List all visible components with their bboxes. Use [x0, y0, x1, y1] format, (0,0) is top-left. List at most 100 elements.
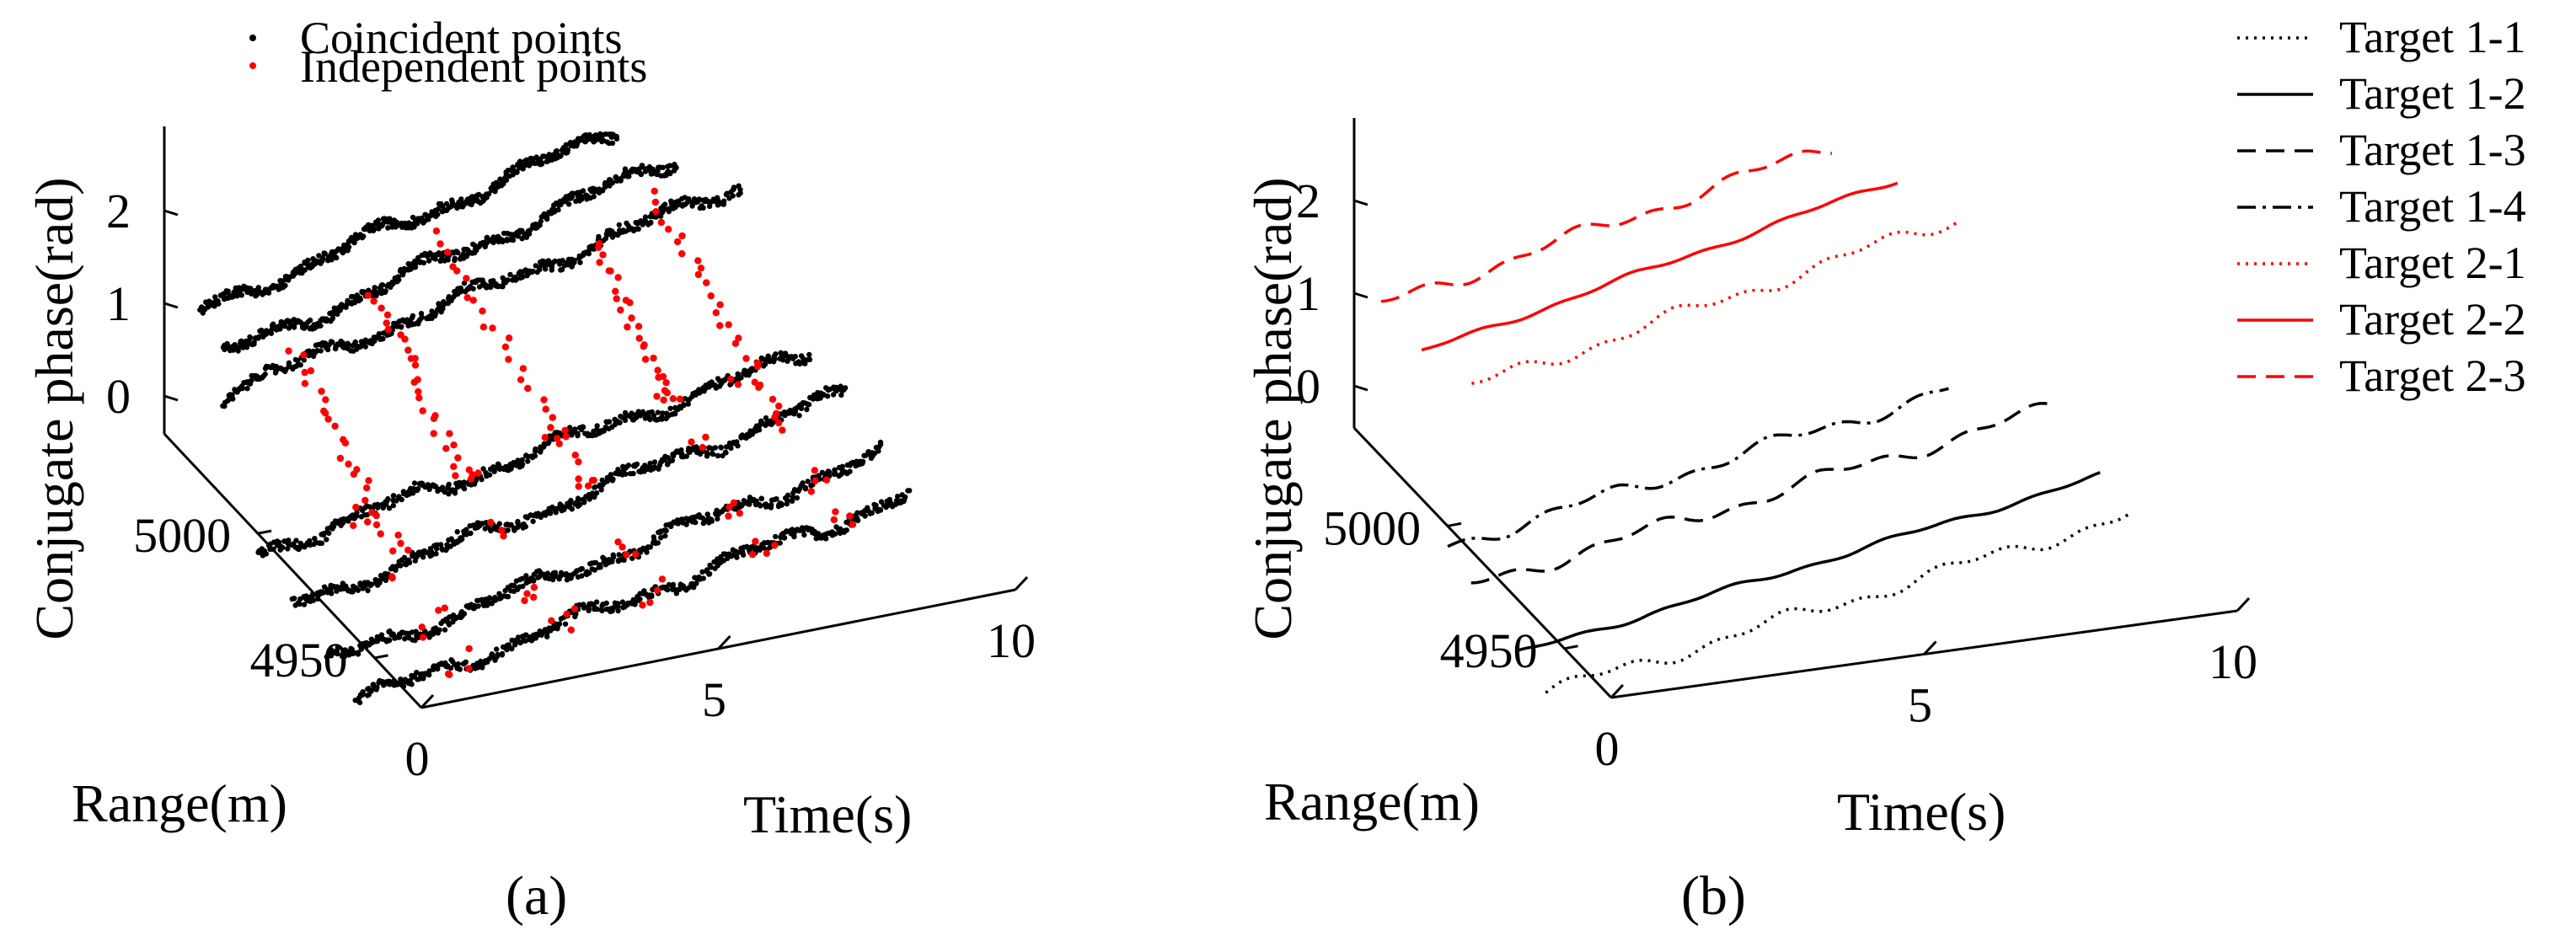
coincident-point: [460, 611, 467, 617]
coincident-point: [375, 503, 381, 510]
independent-point: [595, 240, 603, 248]
coincident-point: [349, 234, 355, 241]
independent-point: [301, 368, 308, 377]
independent-point: [505, 356, 512, 363]
coincident-point: [802, 486, 809, 492]
coincident-point: [413, 628, 419, 634]
coincident-point: [764, 539, 771, 546]
coincident-point: [426, 258, 432, 264]
z-tick-label: 0: [1296, 359, 1320, 414]
coincident-point: [461, 479, 467, 485]
coincident-point: [660, 164, 666, 170]
z-tick-label: 1: [106, 276, 131, 331]
z-tick-mark: [1353, 291, 1368, 299]
coincident-point: [319, 540, 325, 546]
z-tick-label: 1: [1296, 266, 1320, 321]
independent-point: [463, 294, 471, 302]
coincident-point: [654, 171, 660, 178]
coincident-point: [366, 287, 372, 293]
independent-point: [555, 440, 563, 447]
independent-point: [449, 263, 457, 270]
coincident-point: [320, 590, 326, 596]
independent-point: [548, 617, 555, 624]
coincident-point: [406, 262, 413, 269]
coincident-point: [538, 160, 545, 166]
coincident-point: [334, 588, 340, 594]
independent-point: [324, 415, 332, 423]
coincident-point: [324, 537, 329, 543]
coincident-point: [439, 203, 446, 209]
panel-b: 0 5 10 4950 5000 0 1 2 Conjugate phase(rad) Ran…: [1243, 12, 2526, 927]
coincident-point: [394, 324, 400, 329]
independent-point: [563, 610, 570, 618]
coincident-point: [869, 510, 875, 516]
panel-label-a: (a): [506, 865, 567, 927]
coincident-point: [433, 551, 439, 557]
independent-point: [584, 482, 592, 489]
y-axis-b: [1352, 426, 1613, 699]
coincident-point: [482, 597, 489, 603]
coincident-point: [672, 449, 679, 456]
independent-point: [415, 394, 423, 402]
coincident-point: [581, 602, 586, 607]
coincident-point: [354, 510, 360, 516]
independent-point: [517, 376, 525, 383]
coincident-point: [443, 201, 450, 207]
independent-point: [419, 634, 427, 641]
coincident-point: [579, 565, 585, 572]
coincident-point: [411, 321, 417, 327]
legend-marker-independent: [249, 62, 256, 69]
independent-point: [694, 257, 702, 265]
coincident-point: [265, 290, 272, 296]
zlabel-b: Conjugate phase(rad): [1243, 177, 1303, 639]
independent-point: [734, 381, 742, 388]
xlabel-a: Time(s): [743, 784, 912, 844]
coincident-point: [368, 581, 374, 588]
coincident-point: [514, 169, 520, 175]
coincident-point: [504, 646, 510, 653]
coincident-point: [362, 226, 369, 233]
coincident-point: [550, 576, 556, 583]
coincident-point: [490, 237, 496, 243]
coincident-point: [757, 501, 763, 508]
coincident-point: [763, 415, 769, 421]
coincident-point: [505, 527, 511, 533]
independent-point: [397, 539, 404, 548]
coincident-point: [306, 539, 312, 546]
coincident-point: [624, 220, 629, 227]
coincident-point: [592, 559, 599, 566]
y-tick-label: 5000: [1323, 500, 1421, 555]
independent-point: [489, 324, 496, 332]
independent-point: [663, 389, 671, 397]
coincident-point: [458, 285, 463, 291]
independent-point: [414, 376, 421, 383]
coincident-point: [338, 303, 344, 309]
coincident-point: [610, 476, 616, 482]
coincident-point: [436, 627, 442, 633]
coincident-point: [601, 427, 607, 433]
independent-point: [444, 249, 452, 256]
coincident-point: [895, 494, 901, 500]
independent-point: [632, 550, 640, 558]
coincident-point: [549, 263, 555, 269]
coincident-point: [512, 641, 518, 647]
coincident-point: [450, 659, 456, 665]
coincident-point: [310, 597, 317, 603]
coincident-point: [662, 201, 668, 207]
coincident-point: [519, 457, 525, 463]
independent-point: [669, 395, 677, 403]
coincident-point: [664, 586, 671, 593]
coincident-point: [271, 324, 277, 329]
coincident-point: [569, 506, 575, 512]
coincident-point: [402, 636, 408, 642]
coincident-point: [833, 388, 839, 394]
ylabel-a: Range(m): [72, 773, 287, 833]
independent-point: [441, 604, 448, 612]
plot-area-b: [1380, 149, 2129, 694]
coincident-point: [773, 351, 779, 357]
x-tick-mark: [1014, 575, 1029, 591]
coincident-point: [244, 386, 250, 392]
coincident-point: [430, 666, 436, 672]
coincident-point: [561, 506, 567, 513]
independent-point: [320, 407, 328, 415]
